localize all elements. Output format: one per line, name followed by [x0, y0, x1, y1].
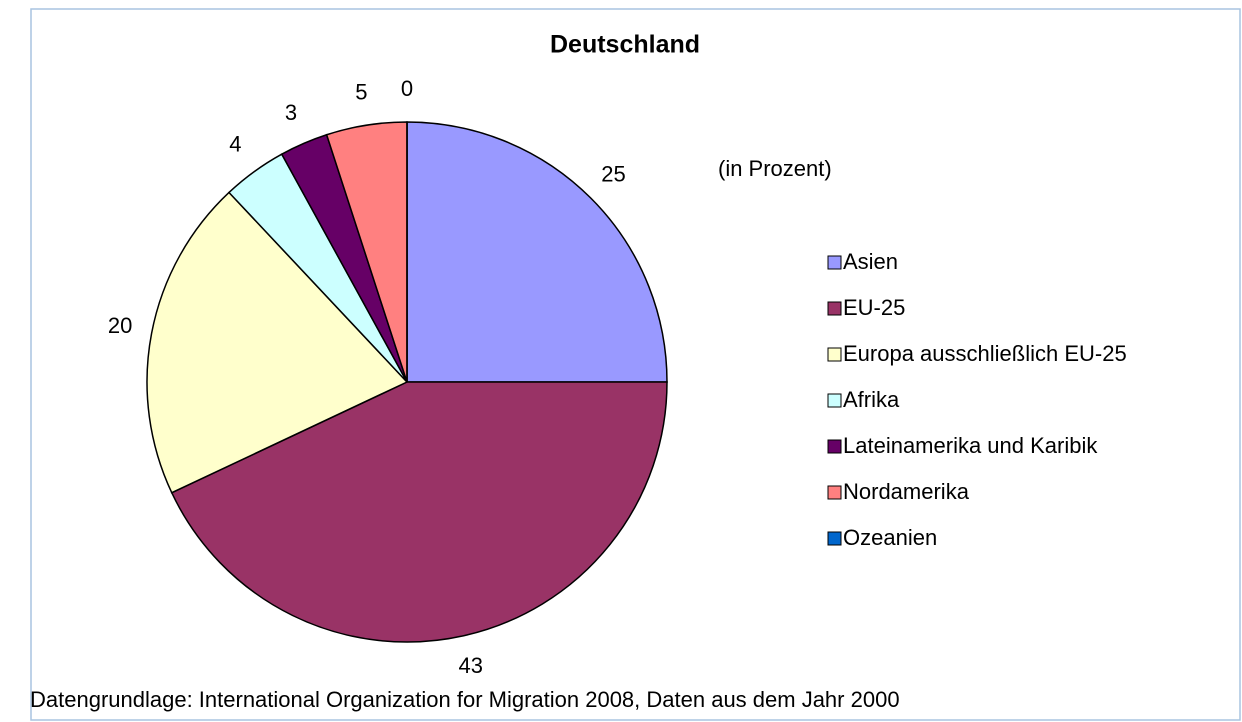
legend-swatch [827, 347, 842, 362]
pie-slice [170, 381, 668, 643]
data-label: 25 [601, 161, 625, 186]
legend-label: Afrika [843, 387, 900, 412]
legend-swatch [827, 439, 842, 454]
data-label: 20 [108, 313, 132, 338]
data-label: 5 [355, 79, 367, 104]
source-note: Datengrundlage: International Organizati… [30, 687, 900, 712]
legend-swatch [827, 393, 842, 408]
legend-label: Asien [843, 249, 898, 274]
legend-label: Nordamerika [843, 479, 970, 504]
legend-swatch [827, 255, 842, 270]
data-label: 4 [229, 132, 241, 157]
pie-slice [406, 121, 668, 383]
data-label: 43 [458, 653, 482, 678]
data-label: 3 [285, 100, 297, 125]
legend-label: EU-25 [843, 295, 905, 320]
legend-label: Europa ausschließlich EU-25 [843, 341, 1127, 366]
legend-swatch [827, 485, 842, 500]
legend-swatch [827, 301, 842, 316]
pie-slice [146, 191, 409, 494]
chart-title: Deutschland [550, 31, 700, 59]
legend-swatch [827, 531, 842, 546]
chart-subtitle: (in Prozent) [718, 156, 832, 181]
legend-label: Lateinamerika und Karibik [843, 433, 1098, 458]
legend-label: Ozeanien [843, 525, 937, 550]
data-label: 0 [401, 76, 413, 101]
